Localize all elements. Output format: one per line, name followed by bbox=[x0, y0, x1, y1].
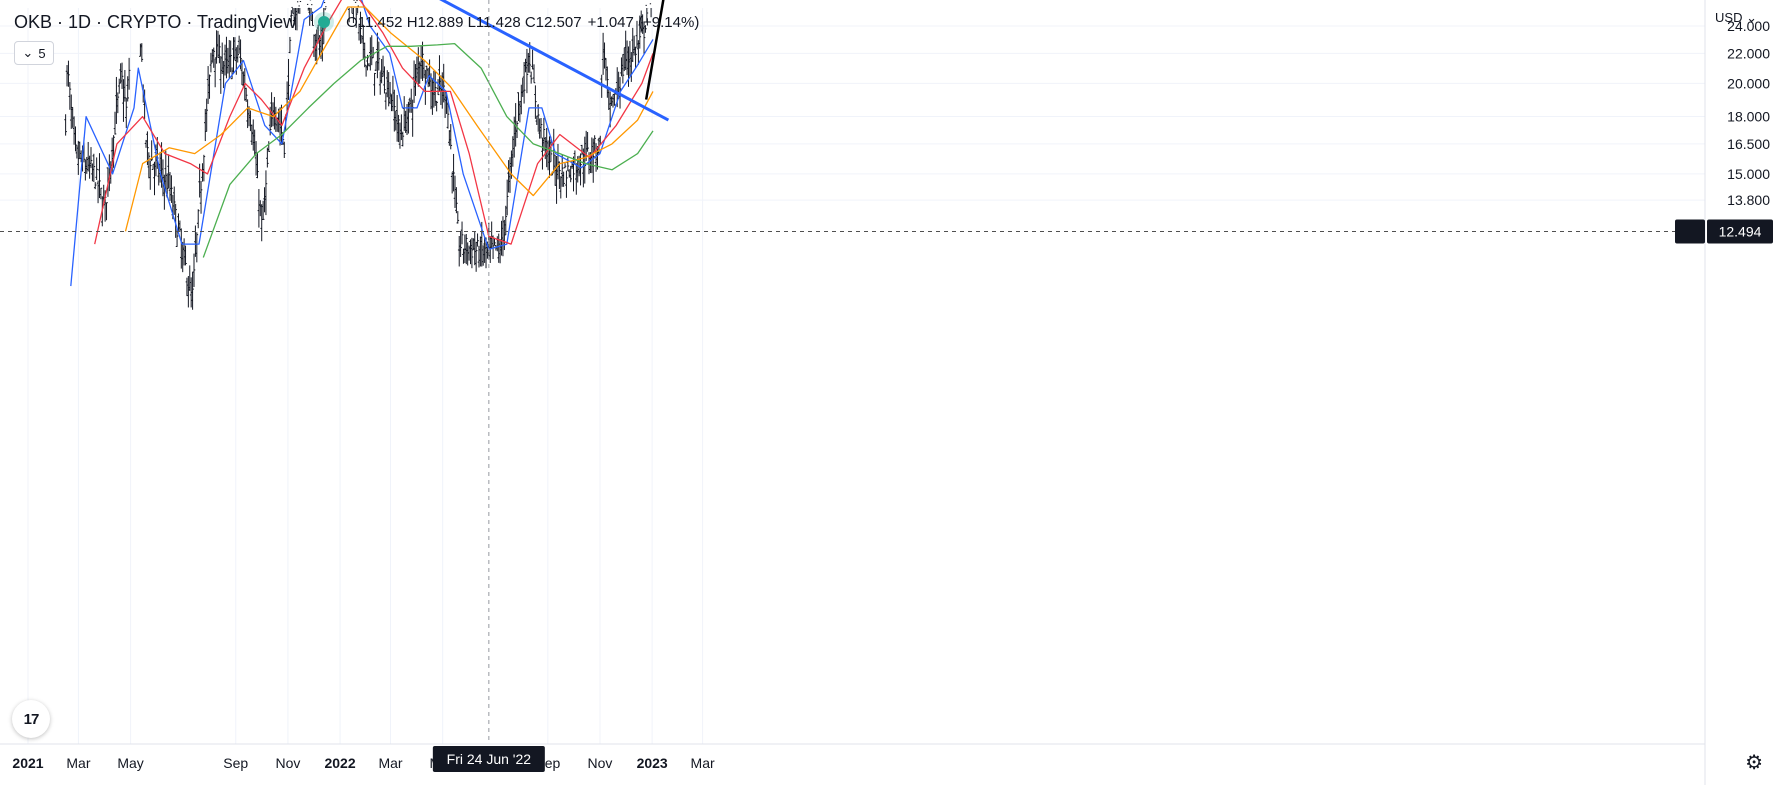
time-tick-label: Mar bbox=[66, 755, 90, 771]
time-tick-label: Mar bbox=[691, 755, 715, 771]
ma-green-line bbox=[202, 42, 654, 258]
ma-fast-line bbox=[70, 0, 654, 287]
arrow-shaft[interactable] bbox=[644, 0, 675, 100]
time-tick-label: Nov bbox=[588, 755, 613, 771]
chevron-down-icon: ⌄ bbox=[1746, 10, 1757, 25]
gear-icon[interactable]: ⚙ bbox=[1745, 752, 1763, 774]
indicator-count: 5 bbox=[38, 45, 46, 61]
symbol-title[interactable]: OKB · 1D · CRYPTO · TradingView bbox=[14, 11, 297, 32]
price-badges: Fri 24 Jun '2233.655OKBUSD28.86707:18:04… bbox=[432, 219, 1773, 772]
time-tick-label: Sep bbox=[223, 755, 248, 771]
price-tick-label: 20.000 bbox=[1727, 75, 1770, 91]
price-tick-label: 18.000 bbox=[1727, 109, 1770, 125]
currency-label: USD bbox=[1715, 10, 1743, 25]
time-tick-label: Mar bbox=[378, 755, 402, 771]
grid bbox=[0, 0, 1706, 785]
tradingview-logo-icon[interactable]: 17 bbox=[12, 700, 50, 738]
time-tick-label: 2021 bbox=[12, 755, 43, 771]
crosshair-date-badge: Fri 24 Jun '22 bbox=[432, 746, 545, 772]
price-axis[interactable]: 13.800 15.000 16.500 18.000 20.000 22.000 24.0… bbox=[1727, 0, 1770, 208]
market-status-icon bbox=[318, 16, 331, 28]
candles-layer bbox=[64, 0, 652, 310]
crosshair-date-badge-bg bbox=[432, 746, 545, 772]
time-tick-label: Nov bbox=[275, 755, 300, 771]
chart-header: OKB · 1D · CRYPTO · TradingView O11.452 … bbox=[14, 9, 699, 35]
price-tick-label: 24.000 bbox=[1727, 18, 1770, 34]
chevron-down-icon: ⌄ bbox=[22, 45, 34, 60]
crosshair-price-badge-text: 12.494 bbox=[1719, 223, 1762, 239]
crosshair-price-badge: 12.494 bbox=[1707, 219, 1773, 244]
price-tick-label: 15.000 bbox=[1727, 166, 1770, 182]
price-tick-label: 13.800 bbox=[1727, 192, 1770, 208]
time-tick-label: May bbox=[117, 755, 143, 771]
crosshair-price-badge-bg bbox=[1707, 219, 1773, 244]
price-tick-label: 16.500 bbox=[1727, 136, 1770, 152]
indicators-toggle-button[interactable]: ⌄ 5 bbox=[14, 41, 54, 65]
add-alert-button-bg[interactable] bbox=[1675, 219, 1705, 244]
ma-red-line bbox=[94, 0, 654, 245]
moving-averages-layer bbox=[70, 0, 654, 287]
time-axis[interactable]: 2021MarMaySepNov2022MarMaySepNov2023Mar bbox=[12, 755, 715, 771]
price-tick-label: 22.000 bbox=[1727, 45, 1770, 61]
drawings-layer[interactable] bbox=[132, 0, 1705, 122]
currency-selector[interactable]: USD ⌄ bbox=[1715, 10, 1757, 26]
crosshair-date-badge-text: Fri 24 Jun '22 bbox=[447, 751, 532, 767]
price-change: +1.047 (+9.14%) bbox=[587, 13, 700, 31]
plus-icon[interactable]: + bbox=[1679, 716, 1697, 734]
ohlc-values: O11.452 H12.889 L11.428 C12.507 bbox=[346, 13, 582, 31]
ma-orange-line bbox=[124, 6, 654, 232]
time-tick-label: 2023 bbox=[637, 755, 668, 771]
time-tick-label: 2022 bbox=[324, 755, 355, 771]
crosshair bbox=[0, 0, 1705, 744]
descending-trendline[interactable] bbox=[132, 0, 670, 122]
